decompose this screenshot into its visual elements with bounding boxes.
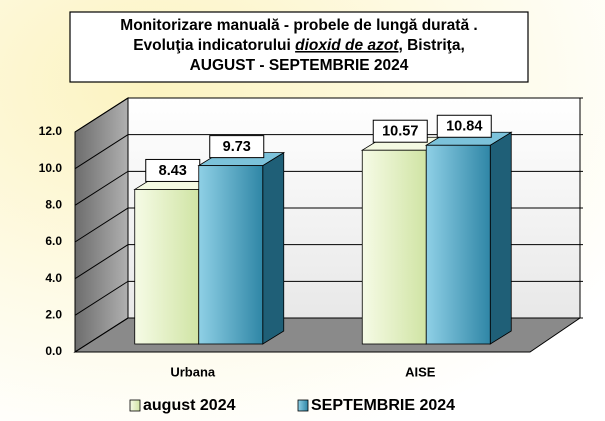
y-tick-label: 2.0 <box>45 308 62 322</box>
chart-title: Evoluţia indicatorului dioxid de azot, B… <box>133 37 465 54</box>
value-label: 10.84 <box>446 119 482 135</box>
y-tick-label: 4.0 <box>45 271 62 285</box>
value-label: 10.57 <box>382 124 418 140</box>
legend-swatch <box>297 399 309 412</box>
x-tick-label: Urbana <box>170 364 216 379</box>
bar <box>198 165 264 345</box>
title-emphasis: dioxid de azot <box>295 37 399 54</box>
bar <box>361 149 427 345</box>
grid-line <box>74 134 583 170</box>
y-tick-label: 10.0 <box>39 161 63 175</box>
bar-side <box>489 131 512 345</box>
title-box <box>69 11 529 83</box>
y-tick-label: 8.0 <box>45 198 62 212</box>
title-line: AUGUST - SEPTEMBRIE 2024 <box>190 57 409 74</box>
value-label: 8.43 <box>159 163 187 179</box>
bar <box>425 144 491 345</box>
y-tick-label: 12.0 <box>39 124 63 138</box>
legend-label: SEPTEMBRIE 2024 <box>311 397 455 414</box>
bar <box>134 189 200 345</box>
title-line: Monitorizare manuală - probele de lungă … <box>120 17 477 34</box>
y-tick-label: 0.0 <box>45 344 62 358</box>
legend-label: august 2024 <box>143 397 236 414</box>
title-part: , Bistriţa, <box>398 37 464 54</box>
y-tick-label: 6.0 <box>45 234 62 248</box>
legend-swatch <box>129 399 141 412</box>
value-label-box <box>436 114 492 138</box>
bar-side <box>262 151 285 345</box>
title-part: Evoluţia indicatorului <box>133 37 295 54</box>
grid-line <box>74 97 583 133</box>
plot: 0.0 2.0 4.0 6.0 8.0 10.0 12.0 Urbana 8.43 9.73 AIS… <box>39 97 583 379</box>
x-tick-label: AISE <box>405 364 436 379</box>
value-label-box <box>372 119 428 143</box>
value-label-box <box>209 135 265 159</box>
chart-title: Monitorizare manuală - probele de lungă … <box>120 17 477 34</box>
chart-title: AUGUST - SEPTEMBRIE 2024 <box>190 57 409 74</box>
value-label: 9.73 <box>223 139 251 155</box>
